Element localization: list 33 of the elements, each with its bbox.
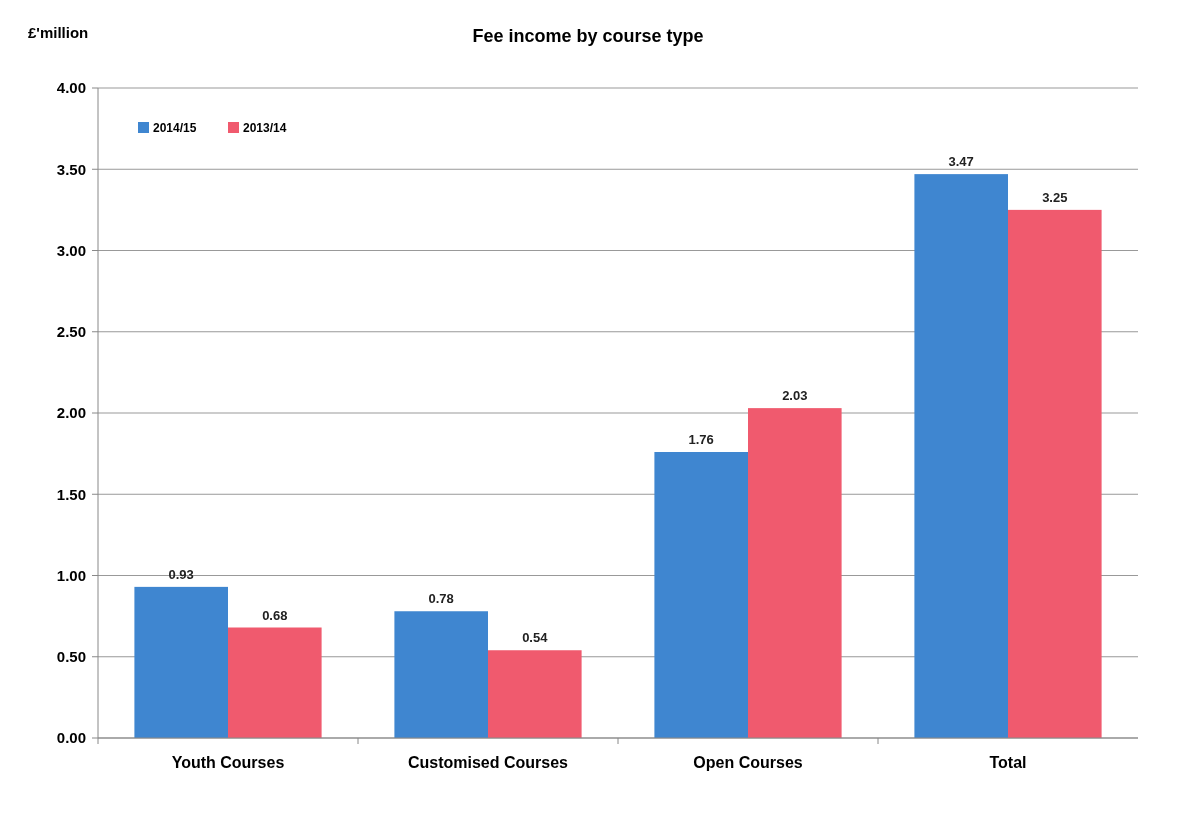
data-label: 3.25	[1042, 189, 1068, 205]
data-label: 1.76	[688, 432, 714, 447]
x-tick-label: Youth Courses	[171, 754, 285, 771]
chart-title: Fee income by course type	[472, 26, 704, 46]
bar	[748, 408, 842, 738]
bar	[134, 586, 228, 738]
data-label: 0.93	[168, 566, 194, 582]
y-tick-label: 1.00	[56, 566, 86, 584]
y-tick-label: 2.00	[56, 404, 86, 422]
y-tick-label: 0.50	[56, 648, 86, 665]
bar	[654, 452, 748, 738]
data-label: 0.78	[428, 591, 454, 607]
bar	[394, 611, 488, 738]
y-tick-label: 1.50	[56, 485, 86, 503]
bar	[488, 650, 582, 738]
x-tick-label: Open Courses	[693, 754, 803, 771]
data-label: 3.47	[948, 154, 974, 170]
bar	[914, 174, 1008, 738]
bar	[1008, 209, 1102, 738]
bar	[228, 627, 322, 738]
legend-label: 2013/14	[243, 121, 287, 136]
y-tick-label: 2.50	[56, 323, 86, 340]
y-tick-label: 0.00	[56, 729, 86, 747]
data-label: 2.03	[782, 388, 808, 404]
x-tick-label: Customised Courses	[407, 754, 569, 771]
y-tick-label: 3.50	[56, 160, 86, 178]
legend-label: 2014/15	[153, 121, 197, 136]
data-label: 0.68	[262, 607, 288, 623]
y-tick-label: 3.00	[56, 241, 86, 259]
y-axis-title: £'million	[28, 24, 89, 41]
data-label: 0.54	[522, 630, 549, 646]
x-tick-label: Total	[989, 754, 1027, 771]
y-tick-label: 4.00	[56, 79, 86, 97]
